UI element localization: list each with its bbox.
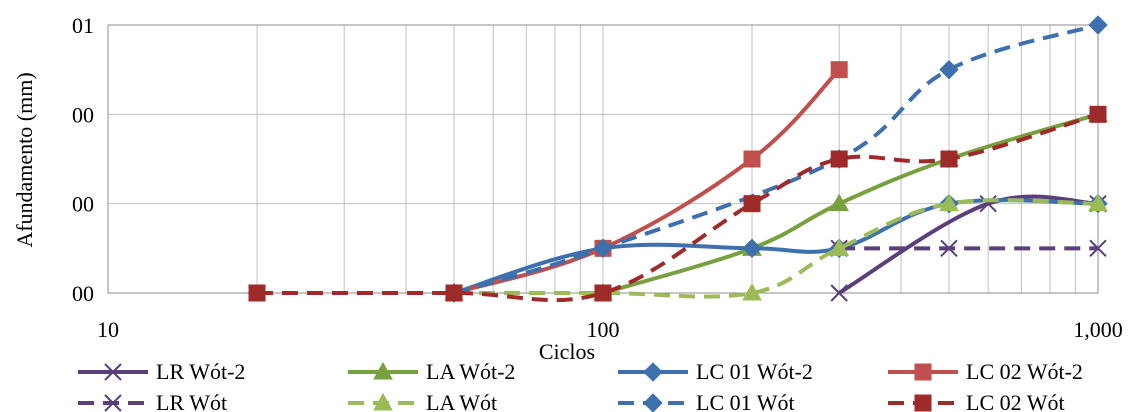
legend-label: LR Wót-2 [156, 359, 245, 384]
data-point [1088, 15, 1108, 35]
data-point [1089, 239, 1107, 258]
data-point [914, 363, 932, 381]
legend-label: LC 02 Wót [966, 390, 1065, 412]
data-point [593, 238, 613, 259]
series-5 [830, 239, 1107, 258]
data-point [743, 150, 761, 168]
data-point [742, 282, 762, 301]
series-2 [593, 104, 1108, 301]
series-line [453, 68, 841, 295]
data-point [594, 284, 612, 302]
data-point [829, 238, 850, 256]
data-point [830, 61, 848, 79]
legend-item: LC 01 Wót [618, 390, 795, 412]
legend-item: LC 02 Wót-2 [888, 359, 1083, 384]
legend-item: LA Wót-2 [348, 359, 515, 384]
legend-label: LC 02 Wót-2 [966, 359, 1083, 384]
y-axis-title: Afundamento (mm) [12, 72, 37, 247]
data-point [742, 238, 762, 259]
legend-label: LA Wót [426, 390, 497, 412]
y-tick-label: 00 [72, 102, 94, 127]
series-3 [444, 193, 1108, 303]
data-point [104, 363, 122, 381]
y-tick-label: 01 [72, 13, 94, 38]
x-tick-label: 1,000 [1073, 317, 1123, 342]
legend-item: LR Wót-2 [78, 359, 245, 384]
y-tick-label: 00 [72, 192, 94, 217]
data-point [373, 361, 393, 380]
legend-label: LC 01 Wót-2 [696, 359, 813, 384]
series-line [453, 198, 1099, 299]
legend-label: LR Wót [156, 390, 227, 412]
y-tick-label: 00 [72, 281, 94, 306]
data-point [830, 150, 848, 168]
data-point [643, 362, 663, 382]
data-point [940, 239, 958, 258]
data-point [914, 394, 932, 412]
data-point [445, 284, 463, 302]
data-point [940, 150, 958, 168]
data-point [643, 393, 663, 412]
legend: LR Wót-2 LA Wót-2 LC 01 Wót-2 LC 02 Wót-2 LR… [78, 359, 1083, 412]
data-point [104, 394, 122, 412]
series-line [453, 198, 1099, 295]
data-point [373, 392, 393, 411]
data-point [1088, 193, 1108, 212]
tick-labels: 10 100 1,000 00 00 00 01 [72, 13, 1123, 342]
x-axis-title: Ciclos [539, 339, 595, 364]
legend-item: LC 01 Wót-2 [618, 359, 813, 384]
data-point [743, 195, 761, 213]
data-point [248, 284, 266, 302]
series-8 [248, 105, 1107, 303]
x-tick-label: 10 [97, 317, 119, 342]
series-layer [248, 15, 1108, 303]
legend-label: LC 01 Wót [696, 390, 795, 412]
legend-item: LA Wót [348, 390, 497, 412]
legend-item: LR Wót [78, 390, 227, 412]
legend-item: LC 02 Wót [888, 390, 1065, 412]
data-point [939, 193, 959, 212]
data-point [830, 284, 848, 302]
series-line [838, 194, 1099, 295]
data-point [1089, 105, 1107, 123]
legend-label: LA Wót-2 [426, 359, 515, 384]
series-line [453, 23, 1099, 295]
series-7 [444, 15, 1108, 303]
x-tick-label: 100 [587, 317, 620, 342]
data-point [939, 59, 959, 80]
data-point [829, 193, 850, 212]
